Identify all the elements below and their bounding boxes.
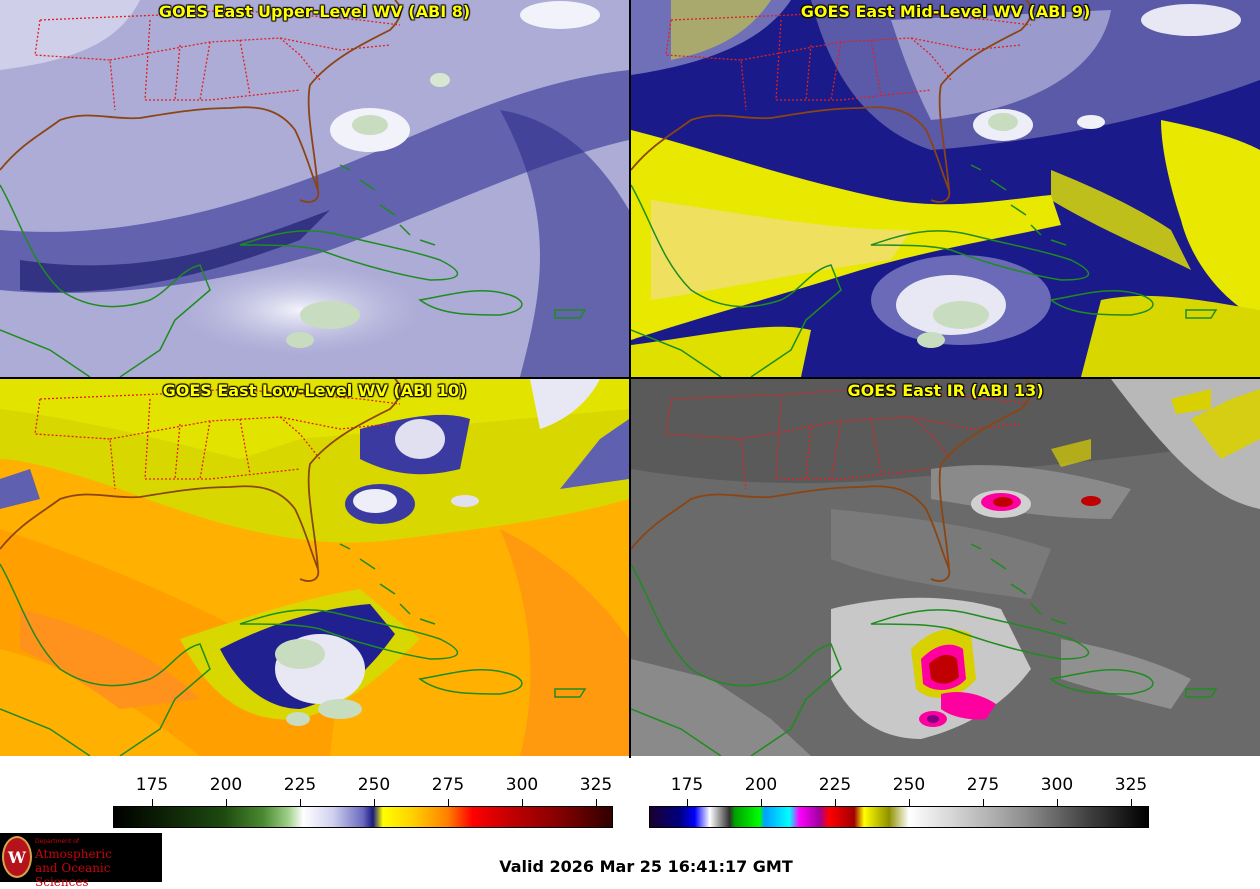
tick-label: 225 bbox=[283, 775, 317, 795]
tick-mark bbox=[687, 799, 688, 806]
tick-mark bbox=[835, 799, 836, 806]
uw-seal-icon: W bbox=[2, 836, 32, 878]
panel-title: GOES East Mid-Level WV (ABI 9) bbox=[800, 2, 1091, 21]
tick-label: 325 bbox=[579, 775, 613, 795]
ir-image bbox=[631, 379, 1260, 756]
tick-mark bbox=[448, 799, 449, 806]
tick-label: 300 bbox=[505, 775, 539, 795]
logo-name-line1: Atmospheric bbox=[35, 847, 112, 861]
panel-upper-level-wv: GOES East Upper-Level WV (ABI 8) bbox=[0, 0, 629, 377]
tick-label: 275 bbox=[431, 775, 465, 795]
logo-dept: Department of bbox=[35, 838, 79, 845]
panel-mid-level-wv: GOES East Mid-Level WV (ABI 9) bbox=[631, 0, 1260, 377]
tick-label: 300 bbox=[1040, 775, 1074, 795]
panel-divider-horizontal bbox=[0, 377, 1260, 379]
tick-mark bbox=[596, 799, 597, 806]
panel-low-level-wv: GOES East Low-Level WV (ABI 10) bbox=[0, 379, 629, 756]
tick-mark bbox=[152, 799, 153, 806]
upper-level-wv-image bbox=[0, 0, 629, 377]
tick-label: 175 bbox=[670, 775, 704, 795]
panel-title: GOES East Upper-Level WV (ABI 8) bbox=[158, 2, 471, 21]
tick-label: 325 bbox=[1114, 775, 1148, 795]
tick-mark bbox=[909, 799, 910, 806]
panel-title: GOES East Low-Level WV (ABI 10) bbox=[162, 381, 467, 400]
tick-label: 200 bbox=[744, 775, 778, 795]
wv-colorbar bbox=[113, 806, 613, 828]
tick-label: 275 bbox=[966, 775, 1000, 795]
tick-mark bbox=[761, 799, 762, 806]
ir-colorbar bbox=[649, 806, 1149, 828]
logo-name-line2: and Oceanic Sciences bbox=[35, 861, 111, 889]
tick-mark bbox=[226, 799, 227, 806]
tick-mark bbox=[522, 799, 523, 806]
tick-mark bbox=[1057, 799, 1058, 806]
panel-ir: GOES East IR (ABI 13) bbox=[631, 379, 1260, 756]
tick-mark bbox=[983, 799, 984, 806]
tick-mark bbox=[300, 799, 301, 806]
low-level-wv-image bbox=[0, 379, 629, 756]
aos-logo: W Department of Atmospheric and Oceanic … bbox=[0, 833, 162, 889]
valid-time: Valid 2026 Mar 25 16:41:17 GMT bbox=[499, 857, 793, 876]
tick-mark bbox=[1131, 799, 1132, 806]
tick-mark bbox=[374, 799, 375, 806]
tick-label: 175 bbox=[135, 775, 169, 795]
panel-title: GOES East IR (ABI 13) bbox=[847, 381, 1044, 400]
mid-level-wv-image bbox=[631, 0, 1260, 377]
tick-label: 250 bbox=[892, 775, 926, 795]
tick-label: 250 bbox=[357, 775, 391, 795]
tick-label: 200 bbox=[209, 775, 243, 795]
tick-label: 225 bbox=[818, 775, 852, 795]
panel-divider-vertical bbox=[629, 0, 631, 758]
